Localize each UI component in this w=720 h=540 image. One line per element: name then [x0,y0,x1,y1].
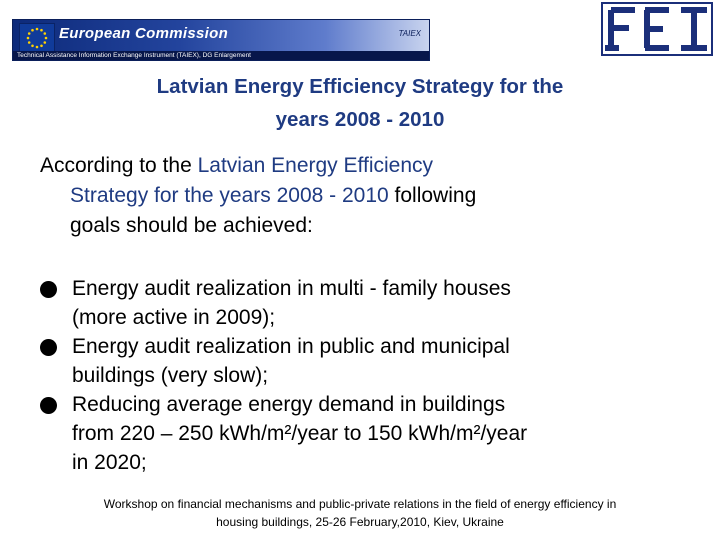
list-item: Energy audit realization in public and m… [40,332,700,390]
intro-tail-1: following [388,184,477,207]
intro-highlight-1: Latvian Energy Efficiency [197,154,434,177]
bullet-3-line-1: Reducing average energy demand in buildi… [72,393,506,416]
banner-title: European Commission [59,25,229,42]
intro-highlight-2: Strategy for the years 2008 - 2010 [70,184,389,207]
title-line-1: Latvian Energy Efficiency Strategy for t… [156,75,564,98]
list-item: Energy audit realization in multi - fami… [40,274,700,332]
bullet-2-line-1: Energy audit realization in public and m… [72,335,510,358]
intro-line-2: Strategy for the years 2008 - 2010 follo… [40,181,680,211]
goals-list: Energy audit realization in multi - fami… [40,274,700,477]
bullet-1-line-1: Energy audit realization in multi - fami… [72,277,511,300]
footer-line-2: housing buildings, 25-26 February,2010, … [216,515,504,529]
banner-subtitle: Technical Assistance Information Exchang… [17,52,251,59]
bullet-icon [40,339,57,356]
bullet-3-line-2: from 220 – 250 kWh/m²/year to 150 kWh/m²… [72,422,528,445]
intro-paragraph: According to the Latvian Energy Efficien… [40,151,680,241]
intro-line-1: According to the Latvian Energy Efficien… [40,151,680,181]
banner-strip: Technical Assistance Information Exchang… [13,51,429,60]
bullet-2-line-2: buildings (very slow); [72,364,269,387]
taiex-tag: TAIEX [398,29,421,38]
title-line-2: years 2008 - 2010 [275,108,445,131]
bullet-1-line-2: (more active in 2009); [72,306,276,329]
intro-lead: According to the [40,154,198,177]
footer-note: Workshop on financial mechanisms and pub… [40,495,680,531]
slide-title: Latvian Energy Efficiency Strategy for t… [40,70,680,136]
bullet-3-line-3: in 2020; [72,451,147,474]
ec-banner: European Commission TAIEX Technical Assi… [12,19,430,61]
footer-line-1: Workshop on financial mechanisms and pub… [103,497,617,511]
bullet-icon [40,397,57,414]
fei-logo-icon [601,2,713,56]
intro-line-3: goals should be achieved: [70,214,313,237]
eu-flag-icon [19,23,55,53]
list-item: Reducing average energy demand in buildi… [40,390,700,477]
bullet-icon [40,281,57,298]
